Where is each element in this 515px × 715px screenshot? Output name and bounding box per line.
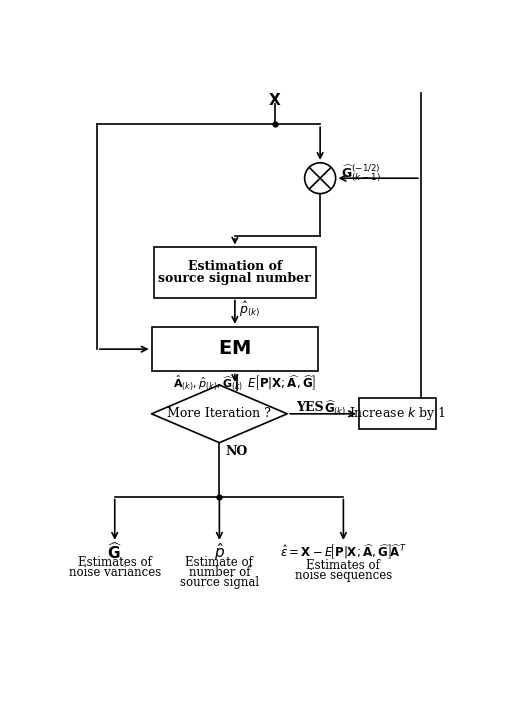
Bar — [359, 398, 436, 429]
Text: noise variances: noise variances — [68, 566, 161, 579]
Text: Estimates of: Estimates of — [306, 559, 380, 573]
Circle shape — [305, 163, 336, 194]
Text: source signal: source signal — [180, 576, 259, 589]
Text: $\hat{\mathbf{A}}_{(k)},\hat{p}_{(k)},\widehat{\mathbf{G}}_{(k)}$: $\hat{\mathbf{A}}_{(k)},\hat{p}_{(k)},\w… — [173, 373, 243, 392]
Text: NO: NO — [226, 445, 248, 458]
Text: $\mathbf{EM}$: $\mathbf{EM}$ — [218, 340, 251, 358]
Text: More Iteration ?: More Iteration ? — [167, 408, 271, 420]
Text: $\hat{p}_{(k)}$: $\hat{p}_{(k)}$ — [239, 300, 260, 319]
Bar — [153, 247, 316, 297]
Text: Estimate of: Estimate of — [185, 556, 253, 569]
Text: $\widehat{\mathbf{G}}^{(-1/2)}_{(k-1)}$: $\widehat{\mathbf{G}}^{(-1/2)}_{(k-1)}$ — [341, 162, 381, 184]
Text: number of: number of — [188, 566, 250, 579]
Text: Estimates of: Estimates of — [78, 556, 152, 569]
Text: Increase $k$ by 1: Increase $k$ by 1 — [349, 405, 446, 423]
Text: $\widehat{\mathbf{G}}$: $\widehat{\mathbf{G}}$ — [107, 541, 123, 563]
Text: YES: YES — [297, 401, 324, 414]
Text: $\widehat{\mathbf{G}}_{(k)}$: $\widehat{\mathbf{G}}_{(k)}$ — [324, 398, 347, 418]
Text: $\mathbf{X}$: $\mathbf{X}$ — [268, 92, 282, 108]
Text: $E\left[\mathbf{P}|\mathbf{X};\widehat{\mathbf{A}},\widehat{\mathbf{G}}\right]$: $E\left[\mathbf{P}|\mathbf{X};\widehat{\… — [247, 373, 316, 392]
Text: noise sequences: noise sequences — [295, 569, 392, 583]
Bar — [151, 327, 318, 372]
Text: source signal number: source signal number — [159, 272, 311, 285]
Text: Estimation of: Estimation of — [188, 260, 282, 273]
Text: $\hat{p}$: $\hat{p}$ — [214, 541, 225, 563]
Text: $\hat{\varepsilon} = \mathbf{X} - E\!\left[\mathbf{P}|\mathbf{X};\widehat{\mathb: $\hat{\varepsilon} = \mathbf{X} - E\!\le… — [280, 543, 407, 561]
